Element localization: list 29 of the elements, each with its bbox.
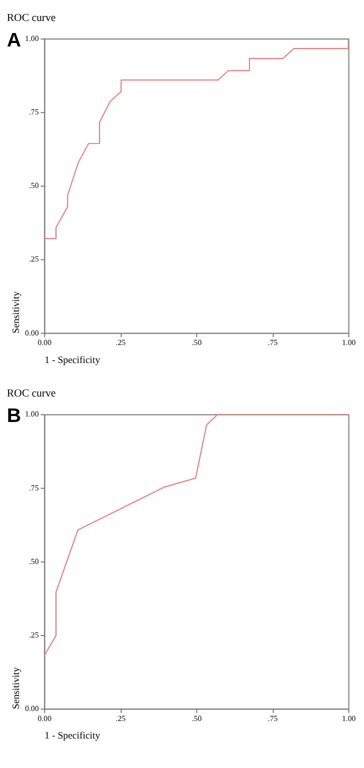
x-tick-label: .75 [268,338,278,348]
y-tick-label: .25 [28,630,39,640]
text: B [6,405,22,428]
y-tick-label: .25 [28,254,39,264]
y-tick-label: .75 [28,483,39,492]
line-series [44,414,348,656]
x-axis-title: 1 - Specificity [44,354,100,366]
chart-title: ROC curve [6,12,56,24]
text: A [6,29,22,52]
x-tick-label: .25 [116,714,126,723]
x-tick-label: 1.00 [342,714,356,723]
chart-title: ROC curve [6,388,56,400]
x-tick-label: .50 [192,338,202,348]
y-tick-label: 0.00 [25,328,39,338]
y-tick-label: 1.00 [25,34,39,43]
y-axis-title: Sensitivity [11,291,22,334]
y-tick-label: .75 [28,108,39,117]
y-tick-label: 1.00 [25,410,39,419]
x-tick-label: .25 [116,338,126,348]
y-tick-label: 0.00 [25,704,39,714]
x-tick-label: 0.00 [38,338,52,348]
x-tick-label: .50 [192,714,202,723]
y-axis-title: Sensitivity [11,667,22,710]
x-tick-label: 1.00 [342,338,356,348]
y-tick-label: .50 [28,181,39,190]
x-tick-label: 0.00 [38,714,52,723]
x-tick-label: .75 [268,714,278,723]
x-axis-title: 1 - Specificity [44,730,100,742]
y-tick-label: .50 [28,556,39,566]
